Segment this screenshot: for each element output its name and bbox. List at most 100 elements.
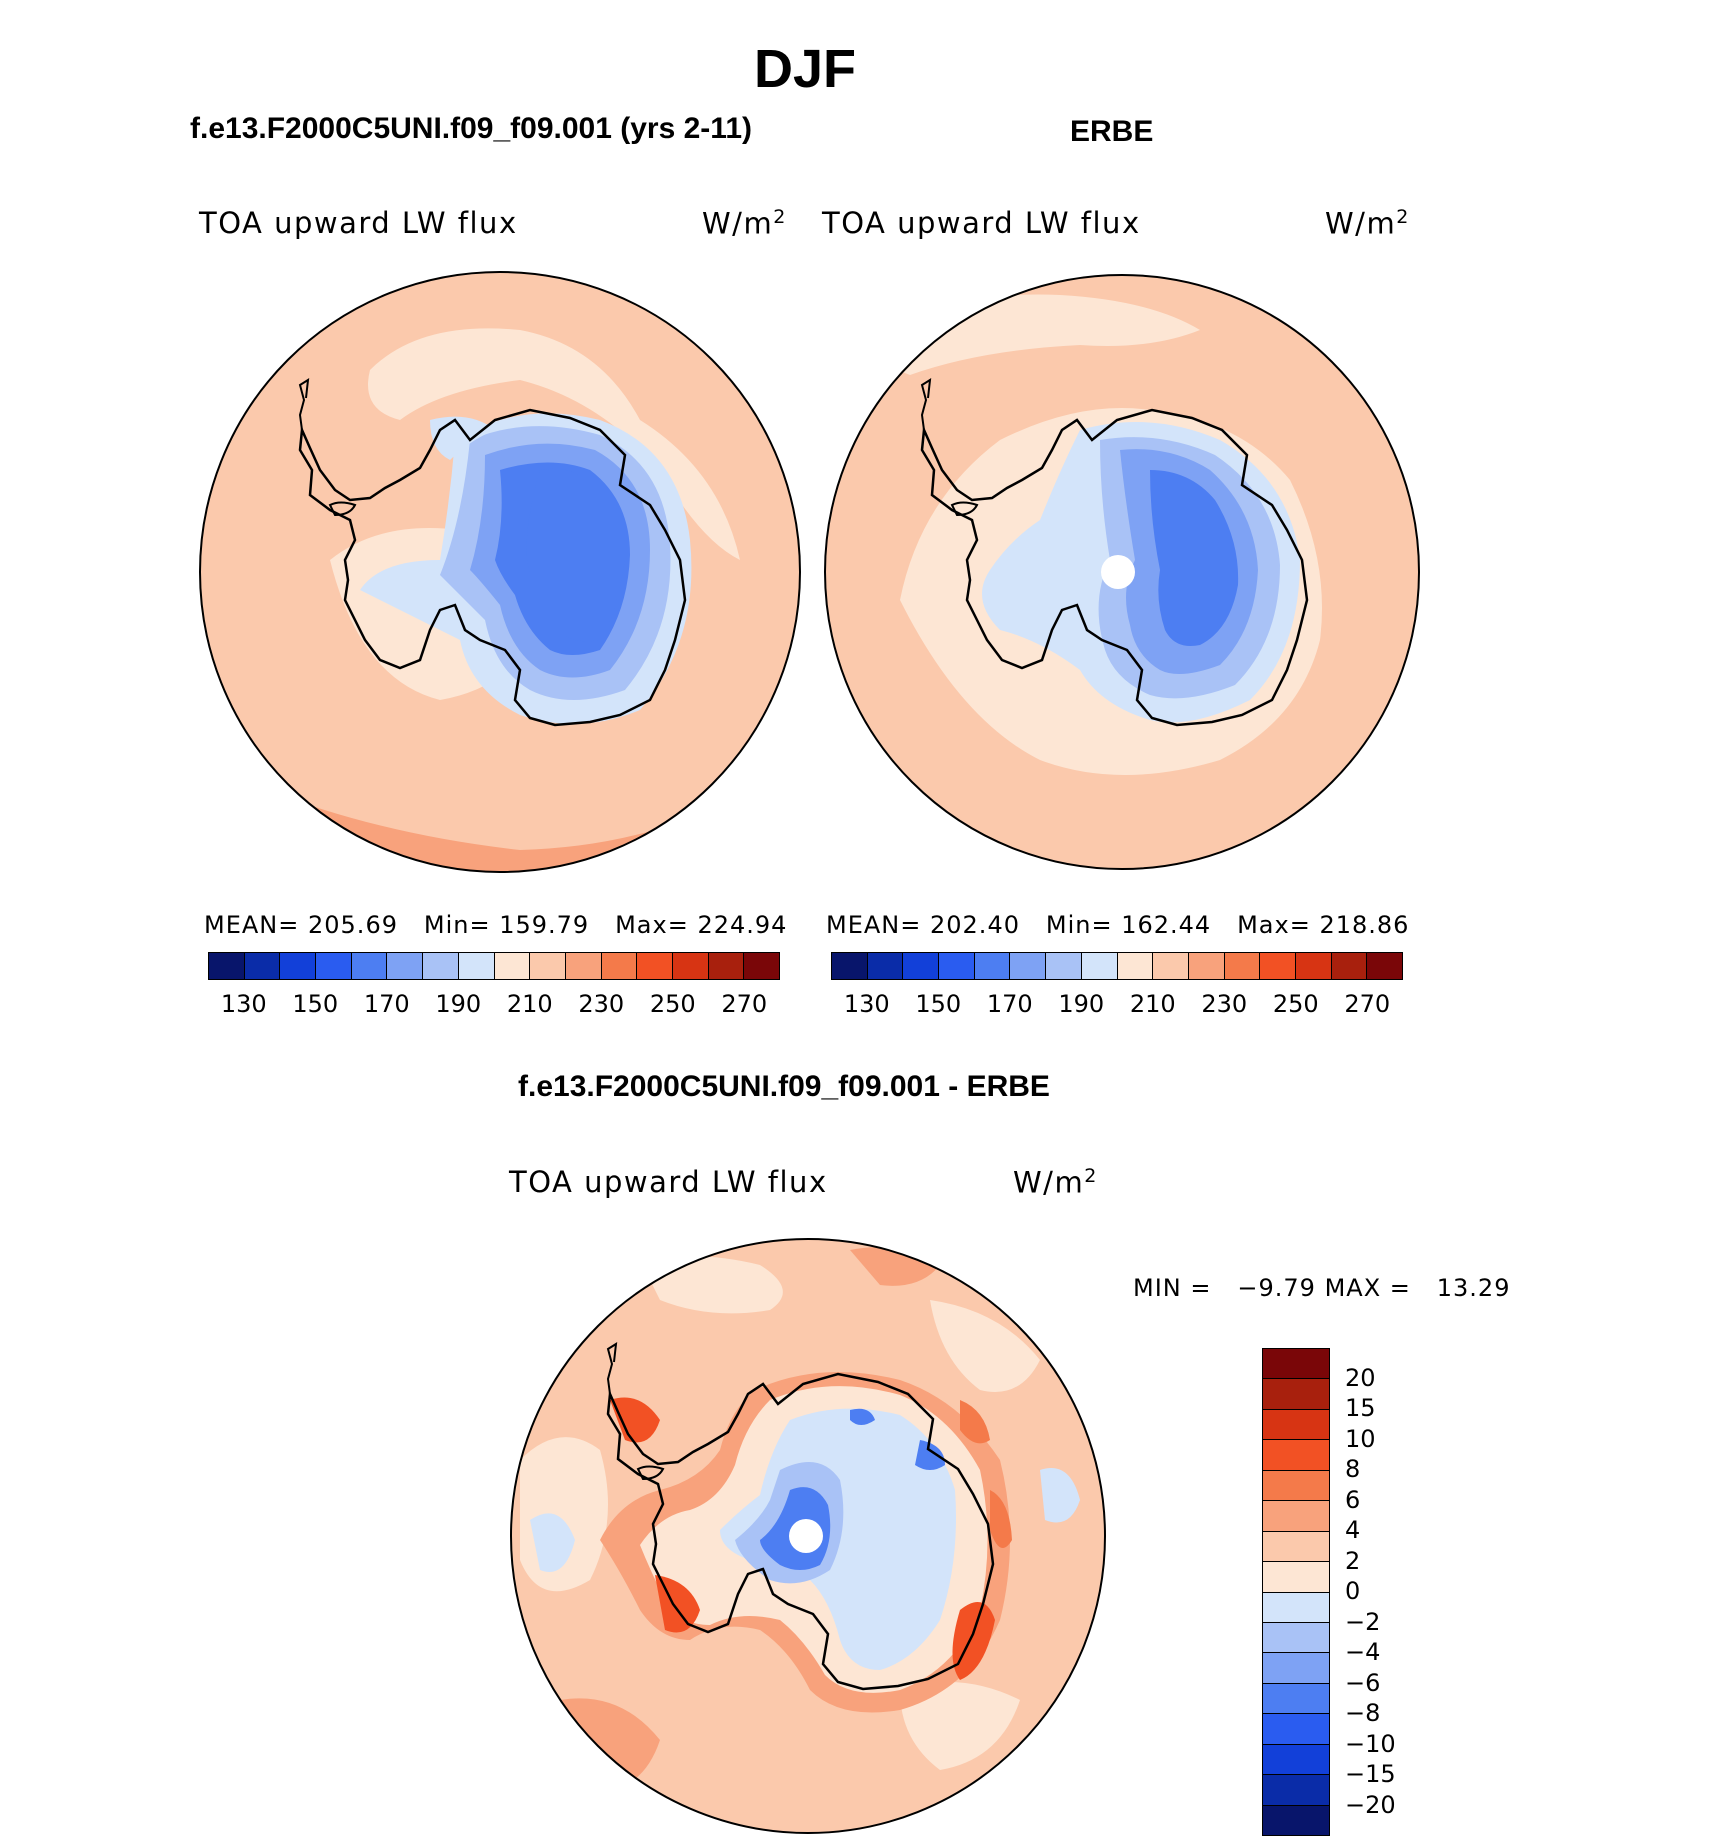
colorbar-swatch [1263,1379,1329,1410]
colorbar-swatch [1263,1805,1329,1835]
map-border [510,1238,1106,1834]
colorbar-swatch [1263,1501,1329,1532]
colorbar-swatch [1010,953,1047,979]
case-title-model: f.e13.F2000C5UNI.f09_f09.001 (yrs 2-11) [190,112,753,145]
colorbar-tick-label: 4 [1345,1516,1361,1544]
colorbar-tick-label: −20 [1345,1790,1396,1819]
diff-colorbar [1262,1348,1330,1836]
colorbar-swatch [423,953,459,979]
colorbar-swatch [601,953,638,979]
diff-colorbar-ticks: 20 15 10 8 6 4 2 0 −2 −4 −6 −8 −10 −15 −20 [1345,1348,1435,1836]
colorbar-swatch [565,953,602,979]
colorbar-swatch [316,953,352,979]
colorbar-swatch [637,953,673,979]
colorbar-tick-label: −6 [1345,1668,1381,1697]
map-border [199,271,801,873]
stats-line: MEAN= 205.69 Min= 159.79 Max= 224.94 [204,911,788,939]
colorbar-tick-label: 15 [1345,1394,1376,1422]
panel-variable-label: TOA upward LW flux [822,206,1141,240]
colorbar-swatch [1263,1714,1329,1745]
stats-line: MEAN= 202.40 Min= 162.44 Max= 218.86 [826,911,1410,939]
colorbar-swatch [1263,1470,1329,1502]
colorbar-swatch [1260,953,1296,979]
panel-variable-label: TOA upward LW flux [509,1165,828,1199]
colorbar-swatch [1295,953,1332,979]
flux-colorbar [831,952,1403,980]
colorbar-swatch [209,953,245,979]
colorbar-swatch [903,953,940,979]
colorbar-tick-label: −8 [1345,1699,1381,1727]
colorbar-tick-label: 250 [1272,990,1319,1018]
colorbar-swatch [1263,1349,1329,1380]
colorbar-tick-label: 230 [1201,990,1248,1018]
colorbar-swatch [1081,953,1118,979]
colorbar-tick-label: −2 [1345,1607,1381,1636]
colorbar-tick-label: 150 [292,990,339,1018]
colorbar-swatch [939,953,975,979]
colorbar-tick-label: 190 [1058,990,1105,1018]
colorbar-swatch [974,953,1011,979]
colorbar-swatch [708,953,745,979]
colorbar-swatch [1263,1592,1329,1623]
colorbar-swatch [867,953,904,979]
map-border [824,274,1420,870]
colorbar-tick-label: 130 [843,990,890,1018]
colorbar-tick-label: 270 [1344,990,1391,1018]
colorbar-tick-label: −15 [1345,1760,1396,1788]
colorbar-tick-label: 8 [1345,1455,1361,1483]
colorbar-swatch [1263,1622,1329,1654]
panel-variable-label: TOA upward LW flux [199,206,518,240]
flux-colorbar [208,952,780,980]
colorbar-tick-label: 6 [1345,1485,1361,1514]
colorbar-swatch [244,953,281,979]
colorbar-swatch [280,953,317,979]
panel-units-label: W/m2 [1013,1165,1098,1200]
colorbar-swatch [1263,1440,1329,1471]
case-title-obs: ERBE [1070,115,1154,148]
colorbar-swatch [1153,953,1189,979]
obs-map [825,275,1419,869]
colorbar-swatch [458,953,495,979]
colorbar-tick-label: 0 [1345,1577,1361,1605]
colorbar-tick-label: 130 [220,990,267,1018]
page-title: DJF [753,39,856,99]
colorbar-swatch [1263,1562,1329,1593]
colorbar-swatch [1263,1775,1329,1806]
colorbar-tick-label: −4 [1345,1638,1381,1666]
colorbar-swatch [744,953,779,979]
colorbar-swatch [1263,1683,1329,1715]
colorbar-tick-label: 2 [1345,1546,1361,1575]
colorbar-swatch [832,953,868,979]
colorbar-swatch [672,953,709,979]
colorbar-swatch [530,953,566,979]
case-title-diff: f.e13.F2000C5UNI.f09_f09.001 - ERBE [518,1070,1050,1103]
colorbar-swatch [1331,953,1368,979]
colorbar-swatch [1263,1744,1329,1776]
colorbar-tick-label: 170 [363,990,410,1018]
colorbar-swatch [1263,1409,1329,1441]
colorbar-swatch [1224,953,1261,979]
colorbar-tick-label: 210 [1129,990,1176,1018]
colorbar-swatch [1263,1531,1329,1563]
colorbar-swatch [1367,953,1402,979]
colorbar-swatch [1046,953,1082,979]
colorbar-swatch [1188,953,1225,979]
colorbar-tick-label: 250 [649,990,696,1018]
colorbar-tick-label: 20 [1345,1363,1376,1392]
colorbar-tick-label: 170 [986,990,1033,1018]
flux-colorbar-ticks: 130 150 170 190 210 230 250 270 [208,990,780,1020]
diff-stats-line: MIN = −9.79 MAX = 13.29 [1133,1274,1511,1302]
colorbar-tick-label: 210 [506,990,553,1018]
colorbar-tick-label: 150 [915,990,962,1018]
model-map [200,272,800,872]
colorbar-swatch [387,953,424,979]
colorbar-swatch [1263,1653,1329,1684]
colorbar-swatch [1117,953,1154,979]
diff-map [511,1239,1105,1833]
colorbar-swatch [494,953,531,979]
colorbar-tick-label: 230 [578,990,625,1018]
colorbar-tick-label: −10 [1345,1729,1396,1758]
colorbar-tick-label: 270 [721,990,768,1018]
panel-units-label: W/m2 [1325,206,1410,241]
